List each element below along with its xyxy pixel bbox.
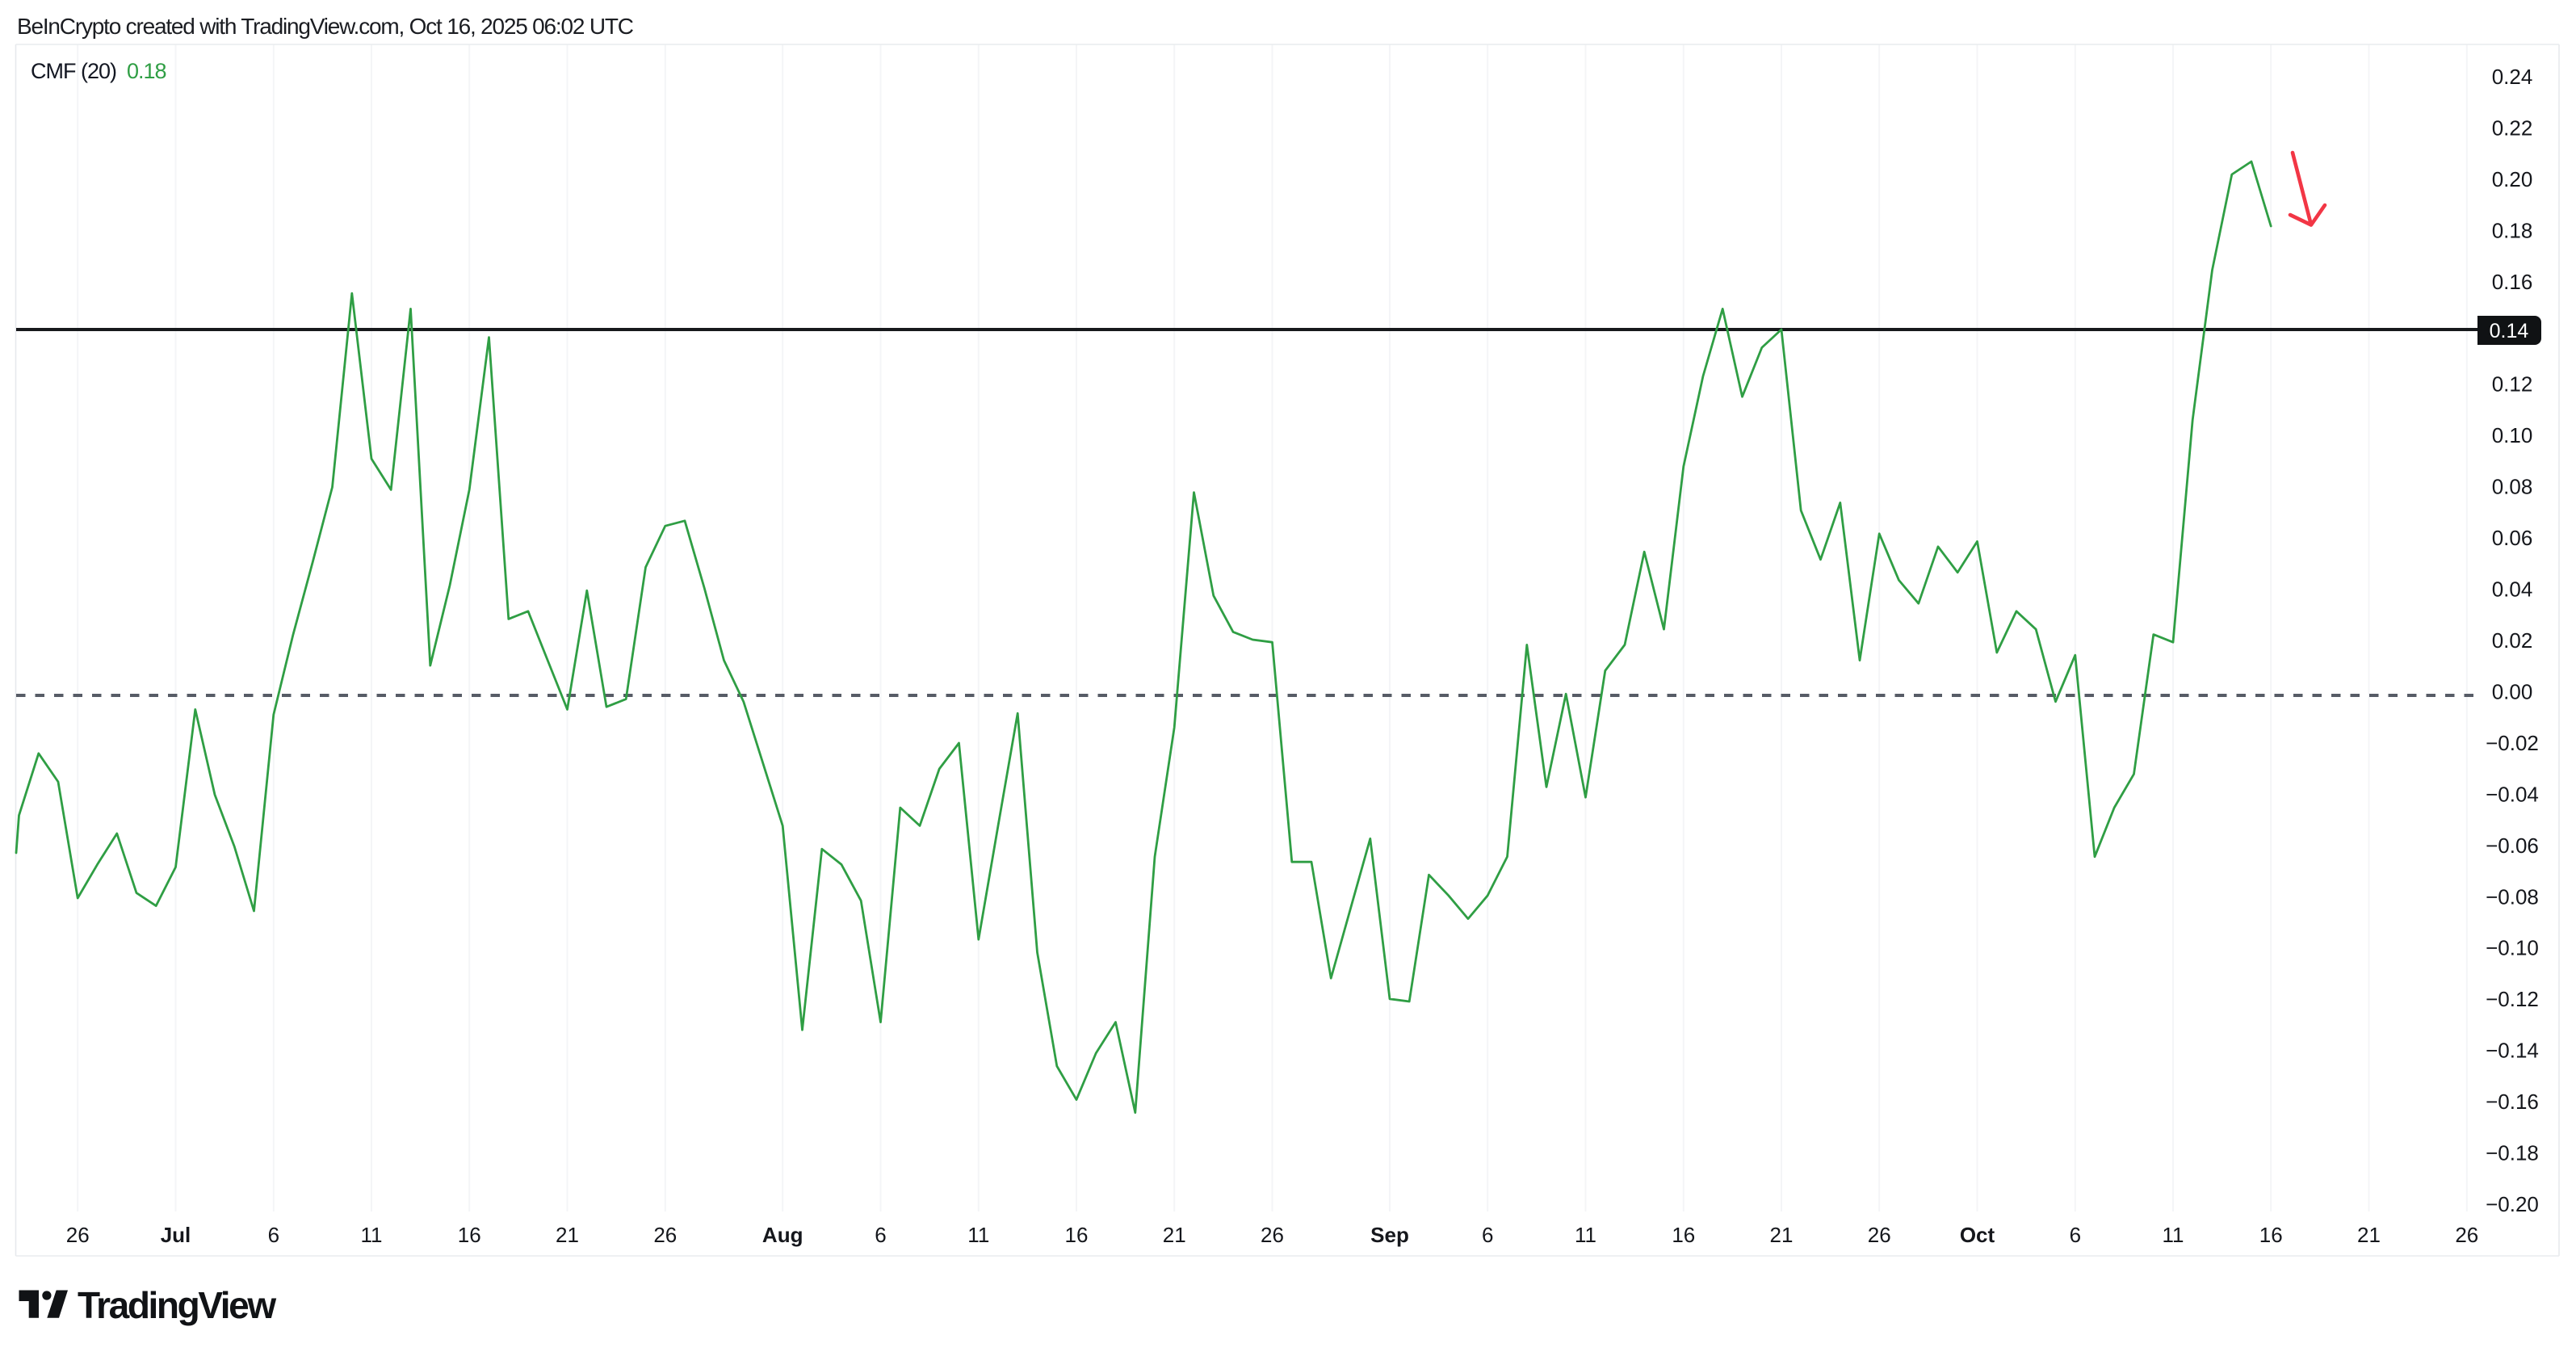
svg-text:0.18: 0.18 [2492, 218, 2533, 242]
svg-text:0.02: 0.02 [2492, 628, 2533, 653]
svg-text:0.04: 0.04 [2492, 577, 2533, 602]
svg-text:26: 26 [653, 1223, 677, 1247]
svg-text:6: 6 [1482, 1223, 1493, 1247]
svg-text:−0.04: −0.04 [2486, 782, 2539, 806]
svg-text:0.18: 0.18 [127, 59, 166, 83]
svg-text:21: 21 [2357, 1223, 2381, 1247]
svg-text:21: 21 [556, 1223, 579, 1247]
svg-text:Oct: Oct [1960, 1223, 1995, 1247]
svg-text:6: 6 [2070, 1223, 2081, 1247]
svg-text:−0.02: −0.02 [2486, 731, 2539, 755]
svg-text:−0.14: −0.14 [2486, 1039, 2539, 1063]
svg-text:11: 11 [967, 1223, 989, 1247]
svg-text:21: 21 [1770, 1223, 1794, 1247]
svg-text:6: 6 [268, 1223, 279, 1247]
svg-text:16: 16 [1065, 1223, 1089, 1247]
svg-text:Sep: Sep [1370, 1223, 1409, 1247]
svg-text:0.08: 0.08 [2492, 475, 2533, 499]
svg-text:−0.16: −0.16 [2486, 1090, 2539, 1114]
svg-text:−0.18: −0.18 [2486, 1141, 2539, 1165]
svg-text:16: 16 [2259, 1223, 2283, 1247]
svg-text:0.16: 0.16 [2492, 270, 2533, 294]
svg-text:−0.12: −0.12 [2486, 987, 2539, 1011]
svg-text:11: 11 [1575, 1223, 1596, 1247]
svg-text:−0.10: −0.10 [2486, 936, 2539, 960]
svg-text:TradingView: TradingView [78, 1284, 276, 1326]
svg-text:21: 21 [1163, 1223, 1186, 1247]
svg-text:Aug: Aug [762, 1223, 803, 1247]
svg-text:0.24: 0.24 [2492, 65, 2533, 89]
svg-text:−0.06: −0.06 [2486, 833, 2539, 858]
svg-text:16: 16 [1672, 1223, 1695, 1247]
svg-text:BeInCrypto created with Tradin: BeInCrypto created with TradingView.com,… [17, 14, 634, 39]
svg-text:0.20: 0.20 [2492, 167, 2533, 191]
svg-text:11: 11 [2163, 1223, 2184, 1247]
svg-text:0.06: 0.06 [2492, 526, 2533, 550]
svg-text:−0.08: −0.08 [2486, 884, 2539, 909]
svg-text:11: 11 [361, 1223, 383, 1247]
svg-text:0.22: 0.22 [2492, 116, 2533, 141]
svg-text:0.00: 0.00 [2492, 679, 2533, 703]
svg-text:0.10: 0.10 [2492, 423, 2533, 447]
svg-text:0.12: 0.12 [2492, 372, 2533, 397]
svg-text:0.14: 0.14 [2490, 320, 2529, 342]
svg-text:26: 26 [66, 1223, 90, 1247]
svg-text:16: 16 [458, 1223, 481, 1247]
svg-text:CMF (20): CMF (20) [31, 59, 116, 83]
svg-text:6: 6 [875, 1223, 886, 1247]
svg-text:26: 26 [1261, 1223, 1284, 1247]
svg-text:26: 26 [2455, 1223, 2478, 1247]
svg-text:Jul: Jul [161, 1223, 191, 1247]
svg-text:−0.20: −0.20 [2486, 1192, 2539, 1216]
svg-text:26: 26 [1868, 1223, 1891, 1247]
